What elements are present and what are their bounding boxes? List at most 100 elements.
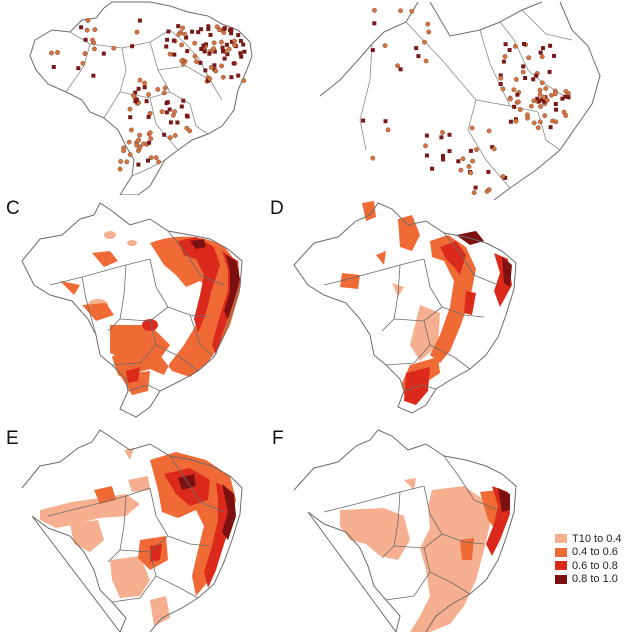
occurrence-point bbox=[147, 130, 153, 136]
occurrence-point bbox=[542, 113, 548, 119]
occurrence-point bbox=[238, 51, 243, 56]
occurrence-point bbox=[500, 86, 506, 92]
occurrence-point bbox=[84, 27, 90, 33]
legend-label: 0.8 to 1.0 bbox=[572, 573, 618, 586]
occurrence-point bbox=[167, 107, 172, 112]
occurrence-point bbox=[526, 55, 532, 61]
occurrence-point bbox=[147, 140, 151, 145]
occurrence-point bbox=[520, 69, 526, 75]
panel-e-map bbox=[0, 420, 260, 632]
panel-label-f: F bbox=[272, 428, 284, 449]
occurrence-point bbox=[382, 43, 388, 48]
occurrence-point bbox=[192, 53, 198, 59]
occurrence-point bbox=[515, 92, 520, 97]
occurrence-point bbox=[521, 64, 526, 69]
occurrence-point bbox=[541, 46, 545, 51]
occurrence-point bbox=[563, 113, 569, 118]
panel-f-svg bbox=[293, 429, 517, 632]
occurrence-point bbox=[539, 54, 545, 60]
occurrence-point bbox=[515, 99, 521, 105]
occurrence-point bbox=[90, 37, 95, 43]
legend: T10 to 0.4 0.4 to 0.6 0.6 to 0.8 0.8 to … bbox=[555, 532, 632, 586]
legend-item: T10 to 0.4 bbox=[555, 532, 632, 546]
occurrence-point bbox=[547, 69, 552, 74]
occurrence-point bbox=[537, 119, 543, 125]
occurrence-point bbox=[537, 87, 543, 93]
occurrence-point bbox=[239, 54, 244, 59]
panel-e-svg bbox=[21, 429, 243, 632]
occurrence-point bbox=[156, 159, 162, 165]
occurrence-point bbox=[232, 38, 237, 44]
occurrence-point bbox=[523, 76, 528, 80]
occurrence-point bbox=[441, 157, 446, 162]
suitability-layer-mid bbox=[340, 201, 476, 395]
legend-label: 0.4 to 0.6 bbox=[572, 546, 618, 559]
occurrence-point bbox=[513, 77, 519, 82]
occurrence-point bbox=[398, 67, 403, 72]
occurrence-point bbox=[544, 97, 550, 103]
occurrence-point bbox=[426, 29, 432, 35]
panel-d-map bbox=[280, 195, 540, 420]
panel-label-e: E bbox=[6, 428, 19, 449]
occurrence-point bbox=[370, 155, 376, 161]
occurrence-point bbox=[206, 27, 211, 32]
occurrence-point bbox=[79, 25, 84, 30]
occurrence-point bbox=[134, 97, 139, 102]
occurrence-point bbox=[117, 166, 123, 172]
occurrence-point bbox=[553, 102, 558, 106]
occurrence-point bbox=[124, 159, 130, 165]
occurrence-point bbox=[232, 42, 238, 48]
occurrence-point bbox=[430, 166, 435, 171]
occurrence-point bbox=[92, 46, 97, 52]
panel-d-svg bbox=[293, 201, 517, 414]
occurrence-point bbox=[563, 94, 568, 99]
occurrence-point bbox=[181, 98, 186, 103]
brazil-outline bbox=[293, 202, 517, 414]
occurrence-point bbox=[501, 59, 506, 64]
occurrence-point bbox=[370, 48, 375, 53]
occurrence-point bbox=[469, 125, 475, 131]
occurrence-point bbox=[238, 38, 243, 43]
occurrence-point bbox=[155, 87, 161, 92]
occurrence-point bbox=[206, 24, 211, 29]
occurrence-point bbox=[535, 96, 540, 101]
occurrence-point bbox=[440, 129, 445, 135]
occurrence-point bbox=[242, 49, 247, 54]
occurrence-point bbox=[522, 42, 526, 46]
occurrence-point bbox=[184, 35, 189, 40]
legend-item: 0.8 to 1.0 bbox=[555, 573, 632, 587]
occurrence-point bbox=[220, 45, 225, 50]
occurrence-point bbox=[439, 135, 444, 140]
occurrence-point bbox=[503, 42, 508, 47]
occurrence-point bbox=[196, 30, 201, 35]
occurrence-point bbox=[55, 50, 60, 55]
occurrence-point bbox=[512, 104, 517, 109]
occurrence-point bbox=[539, 80, 545, 86]
state-borders bbox=[47, 455, 225, 603]
occurrence-point bbox=[207, 76, 213, 82]
occurrence-point bbox=[219, 63, 224, 69]
occurrence-point bbox=[176, 31, 182, 37]
brazil-outline bbox=[21, 429, 243, 632]
occurrence-point bbox=[161, 90, 167, 96]
occurrence-point bbox=[192, 40, 198, 46]
occurrence-point bbox=[226, 46, 232, 52]
occurrence-point bbox=[212, 49, 217, 54]
occurrence-point bbox=[538, 50, 543, 55]
occurrence-point bbox=[165, 37, 170, 42]
occurrence-point bbox=[447, 149, 452, 154]
occurrence-point bbox=[148, 155, 154, 161]
occurrence-point bbox=[162, 85, 168, 91]
occurrence-point bbox=[395, 63, 401, 69]
occurrence-point bbox=[507, 96, 513, 102]
occurrence-point bbox=[458, 167, 464, 173]
occurrence-point bbox=[236, 33, 241, 38]
occurrence-point bbox=[540, 97, 545, 102]
occurrence-point bbox=[134, 142, 140, 148]
occurrence-point bbox=[201, 43, 206, 48]
panel-a-svg bbox=[29, 1, 253, 195]
occurrence-point bbox=[423, 58, 429, 64]
occurrence-point bbox=[470, 158, 476, 164]
occurrence-point bbox=[194, 59, 199, 64]
occurrence-point bbox=[162, 132, 167, 137]
